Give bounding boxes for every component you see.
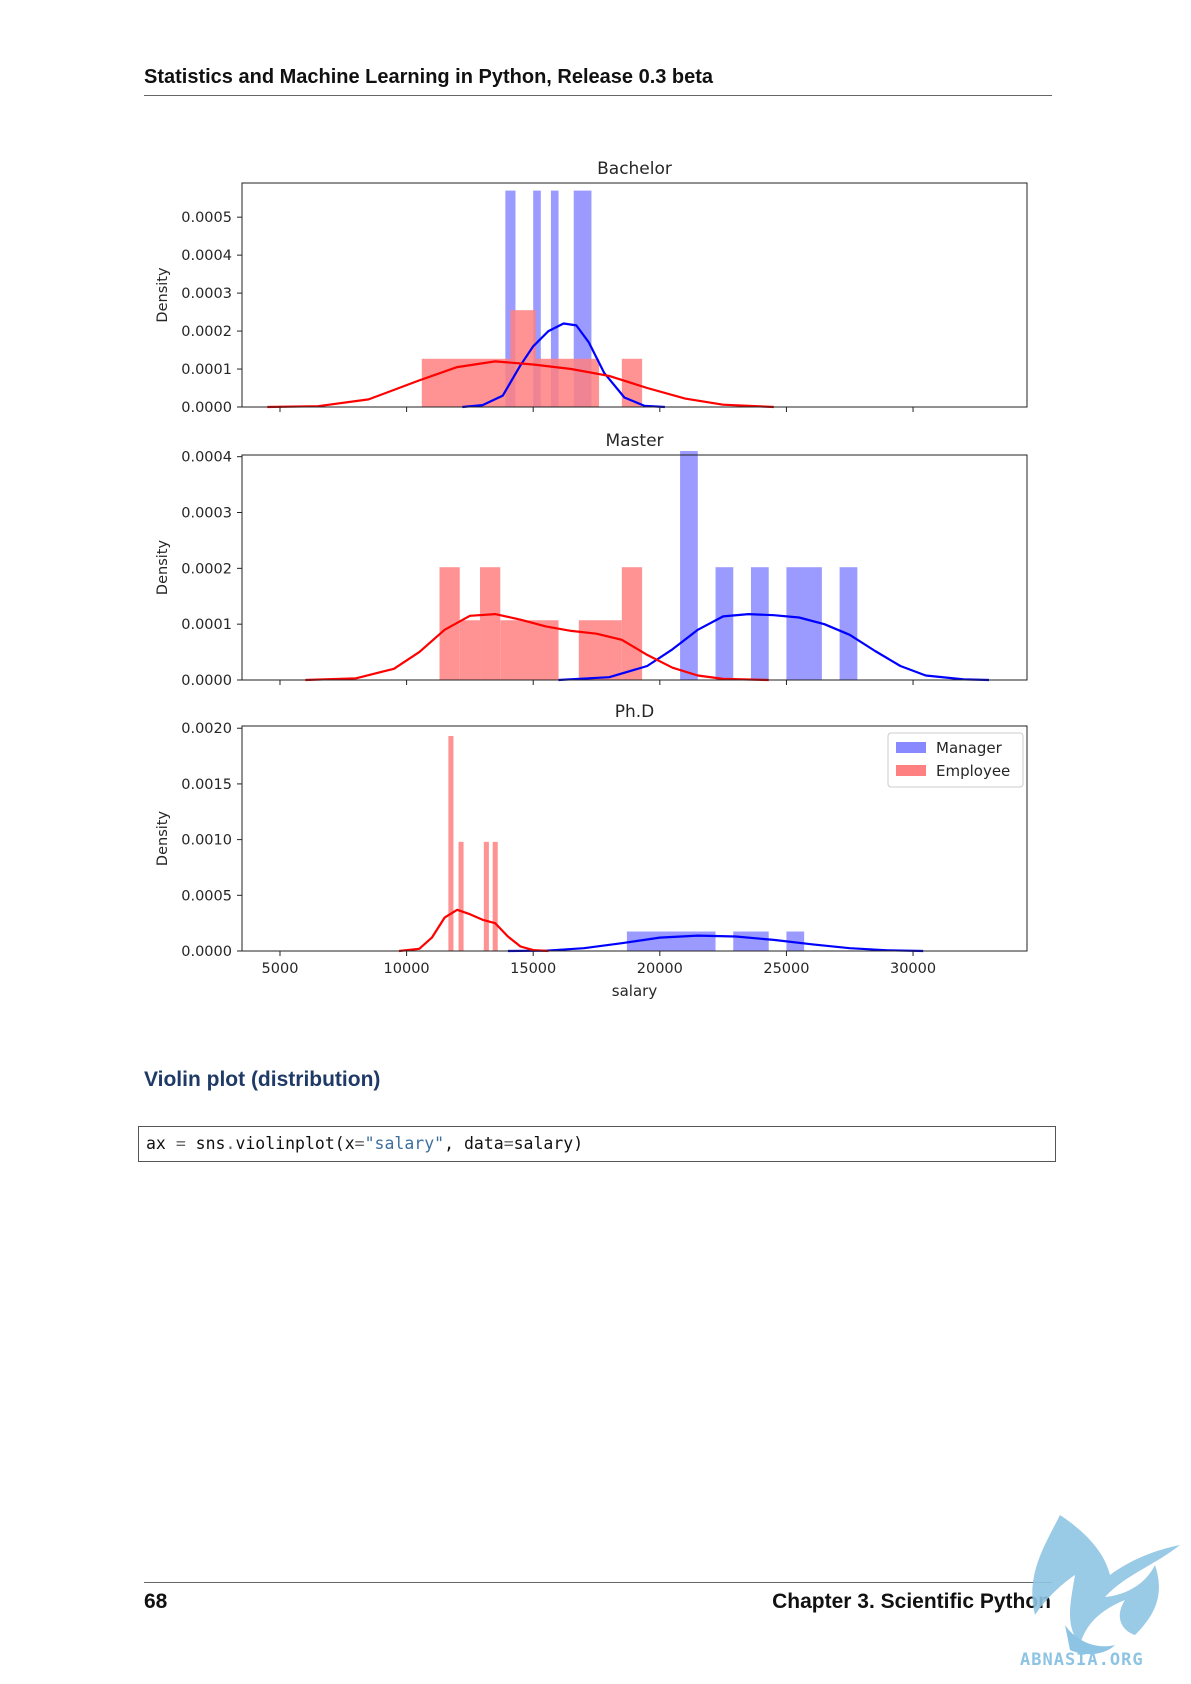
hist-bar-employee xyxy=(480,567,501,680)
code-token: ax xyxy=(146,1134,176,1153)
y-tick-label: 0.0001 xyxy=(181,362,232,378)
x-tick-label: 10000 xyxy=(384,961,430,977)
code-block: ax = sns.violinplot(x="salary", data=sal… xyxy=(138,1126,1056,1162)
panel-title: Ph.D xyxy=(615,702,655,722)
hist-bar-employee xyxy=(510,310,536,407)
code-operator: = xyxy=(175,1134,186,1153)
hist-bar-manager xyxy=(533,190,541,407)
code-token: sns xyxy=(185,1134,226,1153)
hist-bar-manager xyxy=(786,931,805,951)
code-operator: . xyxy=(225,1134,236,1153)
legend-label-manager: Manager xyxy=(936,739,1003,757)
y-tick-label: 0.0000 xyxy=(181,673,232,689)
kde-line-manager xyxy=(462,322,665,409)
y-tick-label: 0.0003 xyxy=(181,506,232,522)
hist-bar-manager xyxy=(733,931,769,951)
y-axis-label: Density xyxy=(155,540,171,596)
y-tick-label: 0.0002 xyxy=(181,324,232,340)
y-tick-label: 0.0000 xyxy=(181,944,232,960)
hist-bar-employee xyxy=(578,620,622,680)
y-tick-label: 0.0001 xyxy=(181,617,232,633)
legend-swatch-employee xyxy=(896,765,926,776)
hist-bar-manager xyxy=(573,190,592,407)
y-tick-label: 0.0000 xyxy=(181,400,232,416)
hist-bar-manager xyxy=(786,567,822,680)
y-tick-label: 0.0015 xyxy=(181,777,232,793)
x-tick-label: 5000 xyxy=(262,961,299,977)
footer-rule xyxy=(144,1582,1052,1583)
hist-bar-manager xyxy=(715,567,734,680)
hist-bar-manager xyxy=(680,451,698,680)
watermark-text: ABNASIA.ORG xyxy=(1020,1650,1144,1670)
hist-bar-employee xyxy=(578,358,600,407)
y-tick-label: 0.0004 xyxy=(181,450,232,466)
chapter-title: Chapter 3. Scientific Python xyxy=(772,1590,1051,1613)
hist-bar-manager xyxy=(550,190,559,407)
panel-title: Bachelor xyxy=(597,159,672,179)
kde-line-employee xyxy=(267,360,774,409)
running-title: Statistics and Machine Learning in Pytho… xyxy=(144,66,714,88)
x-tick-label: 20000 xyxy=(637,961,683,977)
x-tick-label: 30000 xyxy=(890,961,936,977)
y-tick-label: 0.0005 xyxy=(181,210,232,226)
axes-frame xyxy=(241,725,1028,952)
y-tick-label: 0.0002 xyxy=(181,561,232,577)
y-axis-label: Density xyxy=(155,811,171,867)
code-token: salary) xyxy=(513,1134,584,1153)
page-number: 68 xyxy=(144,1590,168,1613)
code-string: "salary" xyxy=(364,1134,445,1153)
hist-bar-employee xyxy=(458,841,464,951)
kde-line-employee xyxy=(305,612,769,682)
hist-bar-employee xyxy=(500,620,559,680)
hist-bar-employee xyxy=(448,736,454,951)
kde-line-employee xyxy=(398,908,549,953)
code-token: violinplot(x xyxy=(235,1134,355,1153)
hist-bar-employee xyxy=(439,567,460,680)
hist-bar-employee xyxy=(621,567,643,680)
panel-title: Master xyxy=(605,431,663,451)
code-token: , data xyxy=(444,1134,504,1153)
x-tick-label: 15000 xyxy=(510,961,556,977)
x-tick-label: 25000 xyxy=(763,961,809,977)
y-tick-label: 0.0010 xyxy=(181,833,232,849)
axes-frame xyxy=(241,454,1028,681)
hist-bar-manager xyxy=(839,567,858,680)
salary-distribution-figure: 0.0000 0.0001 0.0002 0.0003 0.0004 0.0005 Bach… xyxy=(155,159,1028,1000)
legend-swatch-manager xyxy=(896,742,926,753)
section-title: Violin plot (distribution) xyxy=(144,1068,381,1091)
x-axis-label: salary xyxy=(612,982,658,1000)
running-head: Statistics and Machine Learning in Pytho… xyxy=(144,66,1052,96)
legend-label-employee: Employee xyxy=(936,762,1010,780)
code-operator: = xyxy=(503,1134,514,1153)
code-operator: = xyxy=(354,1134,365,1153)
hist-bar-employee xyxy=(483,841,489,951)
hist-bar-manager xyxy=(505,190,516,407)
y-axis-label: Density xyxy=(155,267,171,323)
watermark-logo xyxy=(1032,1515,1180,1655)
y-tick-label: 0.0020 xyxy=(181,721,232,737)
axes-frame xyxy=(241,182,1028,408)
y-tick-label: 0.0005 xyxy=(181,888,232,904)
hist-bar-manager xyxy=(750,567,769,680)
hist-bar-employee xyxy=(459,620,481,680)
y-tick-label: 0.0003 xyxy=(181,286,232,302)
hist-bar-employee xyxy=(492,841,498,951)
y-tick-label: 0.0004 xyxy=(181,248,232,264)
kde-line-manager xyxy=(507,934,924,953)
kde-line-manager xyxy=(558,612,990,682)
